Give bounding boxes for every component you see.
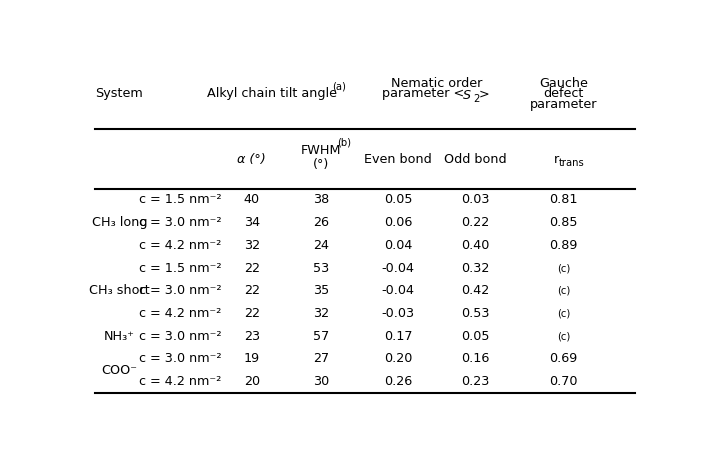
Text: -0.03: -0.03: [382, 307, 414, 320]
Text: 20: 20: [244, 375, 260, 388]
Text: 2: 2: [473, 94, 480, 104]
Text: 0.32: 0.32: [461, 261, 489, 275]
Text: α (°): α (°): [237, 153, 266, 165]
Text: Odd bond: Odd bond: [444, 153, 506, 165]
Text: 0.40: 0.40: [461, 239, 489, 252]
Text: c = 3.0 nm⁻²: c = 3.0 nm⁻²: [139, 329, 221, 342]
Text: NH₃⁺: NH₃⁺: [104, 329, 135, 342]
Text: 0.05: 0.05: [461, 329, 490, 342]
Text: c = 1.5 nm⁻²: c = 1.5 nm⁻²: [139, 193, 221, 207]
Text: c = 3.0 nm⁻²: c = 3.0 nm⁻²: [139, 216, 221, 229]
Text: 35: 35: [313, 284, 329, 297]
Text: 22: 22: [244, 261, 260, 275]
Text: 24: 24: [313, 239, 329, 252]
Text: c = 1.5 nm⁻²: c = 1.5 nm⁻²: [139, 261, 221, 275]
Text: 27: 27: [313, 352, 329, 365]
Text: Gauche: Gauche: [539, 77, 588, 90]
Text: 57: 57: [313, 329, 329, 342]
Text: 0.23: 0.23: [461, 375, 489, 388]
Text: (c): (c): [557, 286, 570, 296]
Text: 0.69: 0.69: [550, 352, 577, 365]
Text: 0.06: 0.06: [384, 216, 412, 229]
Text: Even bond: Even bond: [364, 153, 432, 165]
Text: 38: 38: [313, 193, 329, 207]
Text: CH₃ long: CH₃ long: [92, 216, 147, 229]
Text: defect: defect: [543, 87, 584, 100]
Text: 0.20: 0.20: [384, 352, 412, 365]
Text: 0.03: 0.03: [461, 193, 490, 207]
Text: 22: 22: [244, 307, 260, 320]
Text: 0.05: 0.05: [384, 193, 412, 207]
Text: 0.53: 0.53: [461, 307, 490, 320]
Text: 0.04: 0.04: [384, 239, 412, 252]
Text: (c): (c): [557, 263, 570, 273]
Text: (a): (a): [332, 82, 345, 92]
Text: COO⁻: COO⁻: [101, 364, 137, 376]
Text: S: S: [463, 89, 471, 102]
Text: (c): (c): [557, 308, 570, 318]
Text: Alkyl chain tilt angle: Alkyl chain tilt angle: [207, 87, 337, 100]
Text: c = 4.2 nm⁻²: c = 4.2 nm⁻²: [139, 375, 221, 388]
Text: 0.42: 0.42: [461, 284, 489, 297]
Text: 0.85: 0.85: [549, 216, 578, 229]
Text: 23: 23: [244, 329, 260, 342]
Text: (°): (°): [313, 158, 329, 171]
Text: c = 3.0 nm⁻²: c = 3.0 nm⁻²: [139, 284, 221, 297]
Text: c = 4.2 nm⁻²: c = 4.2 nm⁻²: [139, 307, 221, 320]
Text: 32: 32: [244, 239, 260, 252]
Text: Nematic order: Nematic order: [391, 77, 482, 90]
Text: 53: 53: [313, 261, 329, 275]
Text: 0.70: 0.70: [549, 375, 578, 388]
Text: FWHM: FWHM: [300, 144, 341, 157]
Text: System: System: [95, 87, 143, 100]
Text: 0.89: 0.89: [550, 239, 577, 252]
Text: trans: trans: [559, 158, 585, 168]
Text: 19: 19: [244, 352, 260, 365]
Text: 0.81: 0.81: [549, 193, 578, 207]
Text: CH₃ short: CH₃ short: [89, 284, 150, 297]
Text: 22: 22: [244, 284, 260, 297]
Text: c = 4.2 nm⁻²: c = 4.2 nm⁻²: [139, 239, 221, 252]
Text: parameter <: parameter <: [382, 87, 464, 100]
Text: c = 3.0 nm⁻²: c = 3.0 nm⁻²: [139, 352, 221, 365]
Text: 0.26: 0.26: [384, 375, 412, 388]
Text: 26: 26: [313, 216, 329, 229]
Text: 0.17: 0.17: [384, 329, 412, 342]
Text: 40: 40: [244, 193, 260, 207]
Text: 0.22: 0.22: [461, 216, 489, 229]
Text: -0.04: -0.04: [382, 261, 414, 275]
Text: >: >: [478, 87, 489, 100]
Text: 30: 30: [313, 375, 329, 388]
Text: (b): (b): [337, 138, 352, 148]
Text: r: r: [555, 153, 560, 165]
Text: 32: 32: [313, 307, 329, 320]
Text: -0.04: -0.04: [382, 284, 414, 297]
Text: (c): (c): [557, 331, 570, 341]
Text: 34: 34: [244, 216, 260, 229]
Text: 0.16: 0.16: [461, 352, 489, 365]
Text: parameter: parameter: [530, 97, 597, 111]
